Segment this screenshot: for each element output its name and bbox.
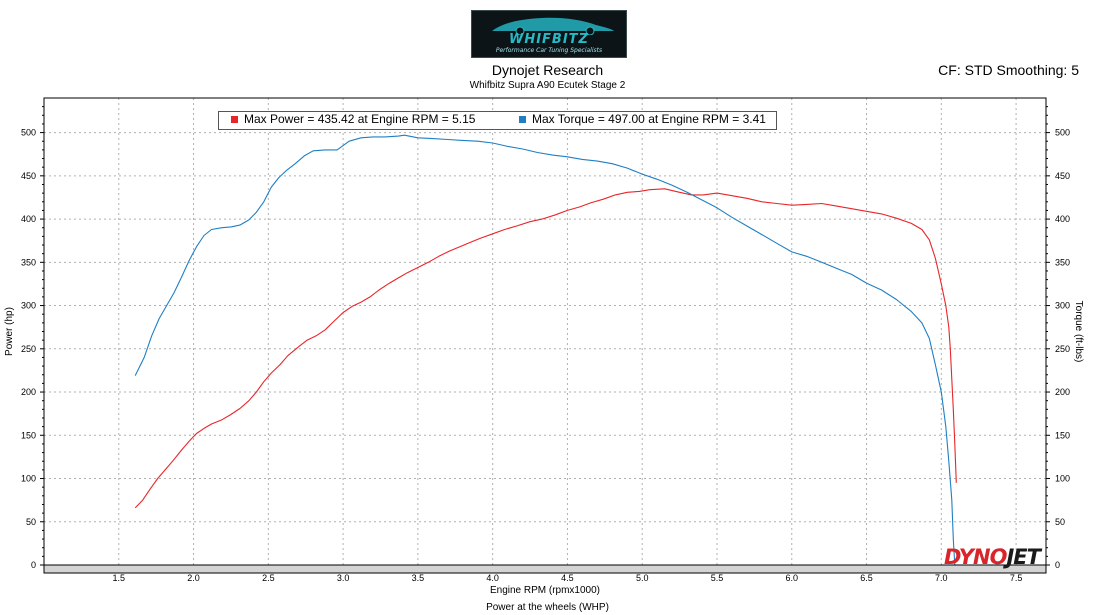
dynojet-logo: DYNOJET (944, 545, 1041, 569)
x-tick-label: 3.5 (412, 573, 425, 583)
x-axis-bar (43, 564, 1047, 574)
y2-tick-label: 0 (1055, 560, 1060, 570)
dynojet-logo-part2: JET (1006, 545, 1040, 569)
x-tick-label: 4.5 (561, 573, 574, 583)
y-tick-label: 50 (26, 517, 36, 527)
power-swatch (231, 115, 238, 123)
y2-tick-label: 450 (1055, 171, 1070, 181)
y2-tick-label: 150 (1055, 430, 1070, 440)
footer-caption: Power at the wheels (WHP) (486, 602, 609, 613)
x-tick-label: 5.0 (636, 573, 649, 583)
legend-power-text: Max Power = 435.42 at Engine RPM = 5.15 (244, 112, 476, 126)
y-tick-label: 400 (21, 214, 36, 224)
y2-tick-label: 300 (1055, 301, 1070, 311)
grid-lines (44, 98, 1046, 565)
x-tick-label: 2.0 (187, 573, 200, 583)
legend: Max Power = 435.42 at Engine RPM = 5.15 … (218, 111, 777, 130)
y2-axis-ticks: 0 50 100 150 200 250 300 350 400 450 500 (1046, 106, 1070, 570)
y2-tick-label: 200 (1055, 387, 1070, 397)
y-tick-label: 500 (21, 128, 36, 138)
x-axis-label: Engine RPM (rpmx1000) (490, 585, 600, 596)
legend-item-power: Max Power = 435.42 at Engine RPM = 5.15 (223, 112, 511, 127)
x-tick-label: 6.0 (786, 573, 799, 583)
logo-tagline: Performance Car Tuning Specialists (495, 47, 603, 54)
y2-tick-label: 100 (1055, 474, 1070, 484)
x-tick-label: 6.5 (860, 573, 873, 583)
cf-smoothing-label: CF: STD Smoothing: 5 (938, 62, 1079, 78)
y-tick-label: 100 (21, 474, 36, 484)
legend-torque-text: Max Torque = 497.00 at Engine RPM = 3.41 (532, 112, 766, 126)
y2-tick-label: 350 (1055, 257, 1070, 267)
y2-tick-label: 250 (1055, 344, 1070, 354)
series-power-line (134, 188, 957, 509)
y-axis-label: Power (hp) (4, 307, 15, 356)
y2-tick-label: 400 (1055, 214, 1070, 224)
x-tick-label: 5.5 (711, 573, 724, 583)
y-tick-label: 0 (31, 560, 36, 570)
y-tick-label: 450 (21, 171, 36, 181)
logo-brand-text: WHIFBITZ (509, 32, 589, 47)
plot-frame (43, 97, 1047, 566)
car-silhouette-icon (492, 17, 614, 35)
series-torque-line (134, 134, 956, 566)
torque-swatch (519, 115, 526, 123)
x-tick-label: 7.5 (1010, 573, 1023, 583)
series-lines (134, 134, 957, 566)
x-tick-label: 2.5 (262, 573, 275, 583)
y-tick-label: 150 (21, 430, 36, 440)
y2-tick-label: 500 (1055, 128, 1070, 138)
x-tick-label: 7.0 (935, 573, 948, 583)
y-tick-label: 250 (21, 344, 36, 354)
y-tick-label: 200 (21, 387, 36, 397)
chart-subtitle: Whifbitz Supra A90 Ecutek Stage 2 (469, 80, 626, 91)
whifbitz-logo: WHIFBITZ Performance Car Tuning Speciali… (471, 10, 627, 58)
y-axis-ticks: 0 50 100 150 200 250 300 350 400 450 500 (21, 106, 44, 570)
x-tick-label: 1.5 (113, 573, 126, 583)
dynojet-logo-part1: DYNO (944, 545, 1007, 569)
y2-axis-label: Torque (ft-lbs) (1073, 301, 1084, 363)
y-tick-label: 300 (21, 301, 36, 311)
x-tick-label: 3.0 (337, 573, 350, 583)
x-tick-label: 4.0 (486, 573, 499, 583)
y2-tick-label: 50 (1055, 517, 1065, 527)
y-tick-label: 350 (21, 257, 36, 267)
chart-title: Dynojet Research (491, 62, 604, 78)
legend-item-torque: Max Torque = 497.00 at Engine RPM = 3.41 (511, 112, 776, 127)
